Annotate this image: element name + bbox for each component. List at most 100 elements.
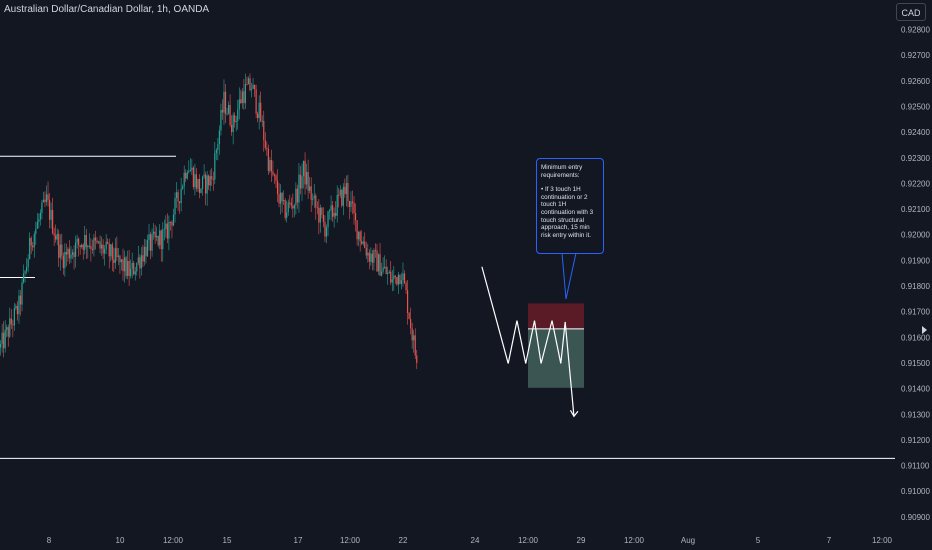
candle: [214, 141, 216, 185]
time-tick-label: 12:00: [163, 536, 184, 545]
candle: [126, 250, 129, 280]
candle: [264, 132, 266, 151]
candle: [7, 324, 9, 347]
price-tick-label: 0.91000: [901, 487, 930, 496]
candle: [186, 169, 188, 180]
candle: [159, 224, 161, 250]
price-tick-label: 0.91100: [901, 462, 930, 471]
time-tick-label: 17: [294, 536, 303, 545]
candle: [380, 262, 383, 277]
candle: [263, 110, 265, 152]
price-axis[interactable]: 0.92800 0.92700 0.92600 0.92500 0.92400 0.923…: [901, 26, 930, 522]
price-tick-label: 0.92200: [901, 179, 930, 188]
candle: [206, 171, 208, 206]
candle: [156, 226, 158, 241]
candle: [234, 112, 236, 128]
candle: [9, 307, 11, 339]
candle: [289, 194, 291, 209]
candle: [266, 141, 268, 156]
candle: [114, 238, 116, 269]
candle: [139, 254, 141, 279]
price-tick-label: 0.92700: [901, 51, 930, 60]
candle: [399, 274, 401, 285]
time-tick-label: Aug: [681, 536, 695, 545]
price-tick-label: 0.92000: [901, 231, 930, 240]
candle: [15, 303, 17, 311]
candle: [371, 249, 373, 271]
candle: [250, 82, 253, 98]
candle: [82, 243, 84, 260]
candles: [0, 73, 418, 369]
price-tick-label: 0.91500: [901, 359, 930, 368]
candle: [400, 272, 403, 290]
candle: [208, 174, 210, 191]
candle: [368, 249, 370, 270]
candle: [295, 182, 297, 215]
candle: [388, 270, 390, 274]
candle: [406, 279, 409, 325]
candle: [299, 166, 302, 195]
candle: [235, 115, 237, 132]
candle: [41, 199, 43, 220]
candle: [93, 233, 95, 257]
currency-selector[interactable]: CAD: [896, 3, 926, 21]
candle: [322, 207, 325, 228]
horizontal-levels: [0, 155, 895, 459]
candle: [385, 259, 387, 275]
time-axis[interactable]: 8 10 12:00 15 17 12:00 22 24 12:00 29 12:00 Aug 5 7 12…: [47, 536, 893, 545]
candle: [249, 73, 251, 92]
candle: [296, 184, 299, 209]
candle: [394, 275, 396, 284]
candle: [104, 244, 106, 266]
candle: [179, 201, 181, 214]
candle: [70, 245, 72, 263]
candle: [260, 91, 262, 123]
candle: [217, 137, 219, 161]
candle: [133, 261, 135, 276]
candle: [347, 174, 349, 208]
candle: [160, 229, 162, 262]
candle: [393, 266, 395, 291]
drawings: [481, 252, 584, 418]
candle: [218, 125, 220, 155]
candle: [279, 184, 282, 215]
candle: [370, 247, 372, 266]
candle: [142, 244, 144, 268]
candle: [38, 213, 40, 229]
candle: [45, 185, 48, 206]
candle: [292, 193, 294, 218]
candle: [238, 87, 240, 120]
candle: [278, 183, 280, 208]
candle: [19, 290, 22, 316]
candle: [29, 232, 31, 260]
candle: [154, 224, 156, 244]
candle: [3, 321, 5, 358]
price-tick-label: 0.92100: [901, 205, 930, 214]
candle: [281, 192, 283, 213]
candle: [374, 243, 377, 258]
candle: [261, 115, 263, 127]
candle: [67, 247, 69, 262]
price-tick-label: 0.92400: [901, 128, 930, 137]
candle: [319, 204, 321, 233]
candle: [191, 159, 193, 175]
candle: [197, 178, 199, 193]
candle: [194, 163, 196, 196]
candle: [36, 212, 38, 230]
candle: [405, 280, 407, 295]
candle: [33, 231, 35, 258]
candle: [362, 236, 364, 246]
candle: [203, 164, 205, 180]
candle: [391, 270, 393, 292]
candle: [165, 215, 167, 238]
candle: [333, 207, 335, 228]
candle: [172, 208, 175, 227]
candle: [246, 76, 248, 86]
scroll-right-icon[interactable]: [922, 326, 927, 334]
price-tick-label: 0.92800: [901, 26, 930, 35]
candle: [175, 182, 178, 208]
entry-requirements-note[interactable]: Minimum entry requirements: • If 3 touch…: [536, 158, 604, 254]
candle: [87, 244, 89, 259]
candle: [62, 252, 64, 275]
